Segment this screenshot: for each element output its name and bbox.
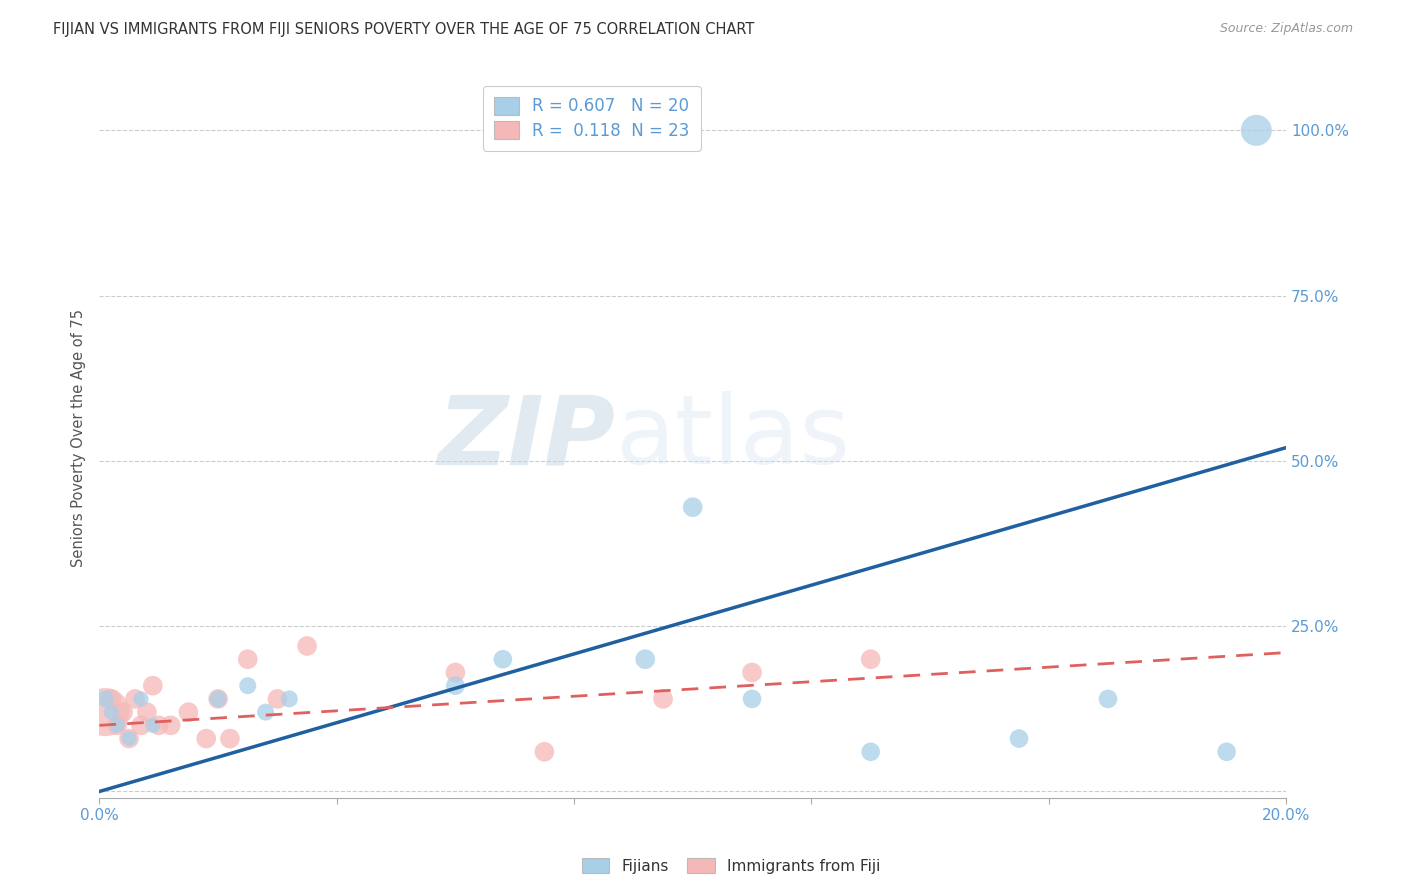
Point bbox=[100, 705, 122, 719]
Point bbox=[741, 665, 763, 680]
Point bbox=[859, 652, 882, 666]
Point bbox=[682, 500, 704, 515]
Point bbox=[236, 652, 259, 666]
Point bbox=[266, 692, 288, 706]
Point bbox=[105, 718, 128, 732]
Point bbox=[444, 679, 467, 693]
Point bbox=[94, 692, 117, 706]
Point bbox=[195, 731, 218, 746]
Legend: R = 0.607   N = 20, R =  0.118  N = 23: R = 0.607 N = 20, R = 0.118 N = 23 bbox=[484, 86, 700, 151]
Point bbox=[129, 718, 152, 732]
Text: FIJIAN VS IMMIGRANTS FROM FIJI SENIORS POVERTY OVER THE AGE OF 75 CORRELATION CH: FIJIAN VS IMMIGRANTS FROM FIJI SENIORS P… bbox=[53, 22, 755, 37]
Point bbox=[859, 745, 882, 759]
Point bbox=[94, 705, 117, 719]
Y-axis label: Seniors Poverty Over the Age of 75: Seniors Poverty Over the Age of 75 bbox=[72, 309, 86, 566]
Text: Source: ZipAtlas.com: Source: ZipAtlas.com bbox=[1219, 22, 1353, 36]
Point bbox=[295, 639, 318, 653]
Legend: Fijians, Immigrants from Fiji: Fijians, Immigrants from Fiji bbox=[575, 852, 887, 880]
Point bbox=[142, 679, 165, 693]
Point bbox=[444, 665, 467, 680]
Point bbox=[207, 692, 229, 706]
Point bbox=[118, 731, 141, 746]
Point bbox=[112, 705, 135, 719]
Point bbox=[159, 718, 181, 732]
Point bbox=[236, 679, 259, 693]
Point bbox=[124, 692, 146, 706]
Point bbox=[1215, 745, 1237, 759]
Point bbox=[105, 718, 128, 732]
Text: atlas: atlas bbox=[616, 392, 851, 484]
Point bbox=[1097, 692, 1119, 706]
Text: ZIP: ZIP bbox=[437, 392, 616, 484]
Point bbox=[129, 692, 152, 706]
Point bbox=[533, 745, 555, 759]
Point bbox=[1246, 123, 1268, 137]
Point bbox=[1008, 731, 1031, 746]
Point bbox=[634, 652, 657, 666]
Point bbox=[135, 705, 157, 719]
Point bbox=[254, 705, 277, 719]
Point bbox=[492, 652, 515, 666]
Point bbox=[219, 731, 242, 746]
Point bbox=[148, 718, 170, 732]
Point bbox=[741, 692, 763, 706]
Point bbox=[278, 692, 301, 706]
Point bbox=[100, 692, 122, 706]
Point bbox=[118, 731, 141, 746]
Point bbox=[142, 718, 165, 732]
Point bbox=[652, 692, 675, 706]
Point bbox=[177, 705, 200, 719]
Point bbox=[207, 692, 229, 706]
